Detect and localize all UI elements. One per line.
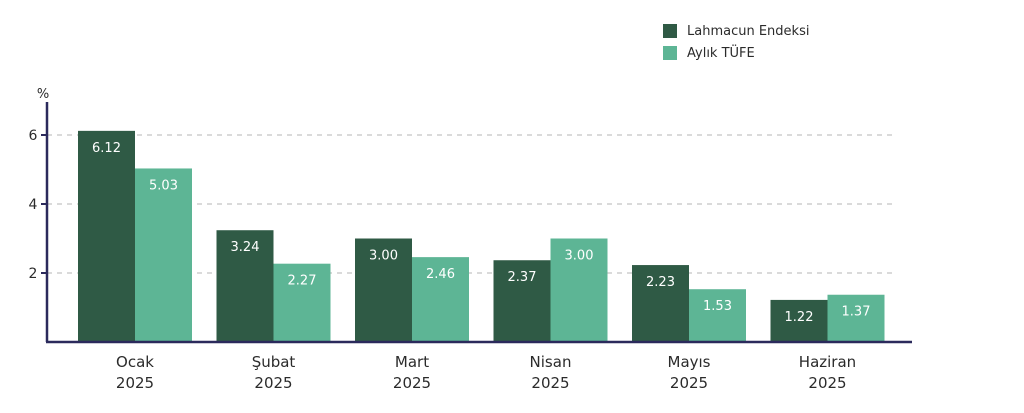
data-label: 2.27 [288,274,317,289]
bar-lahmacun [78,130,135,342]
x-tick-label: Şubat [252,353,296,371]
x-tick-label: Mayıs [668,353,711,371]
bar-tufe [827,294,885,342]
bar-lahmacun [493,260,551,342]
legend: Lahmacun Endeksi Aylık TÜFE [663,20,809,64]
x-tick-label: 2025 [393,374,431,392]
legend-swatch-lahmacun [663,24,677,38]
x-tick-label: 2025 [808,374,846,392]
bar-tufe [689,289,746,342]
data-label: 3.00 [565,249,594,264]
legend-item-tufe: Aylık TÜFE [663,42,809,64]
y-tick-label: 2 [29,266,38,282]
legend-label-lahmacun: Lahmacun Endeksi [687,23,810,39]
data-label: 3.24 [231,240,260,255]
data-label: 2.46 [426,267,455,282]
x-tick-label: Ocak [116,353,154,371]
data-label: 2.23 [646,275,675,290]
y-tick-label: 6 [29,128,38,144]
bar-lahmacun [216,230,274,342]
bar-tufe [550,238,608,342]
bar-lahmacun [632,265,689,342]
x-tick-label: 2025 [254,374,292,392]
data-label: 1.37 [842,305,871,320]
legend-item-lahmacun: Lahmacun Endeksi [663,20,809,42]
x-tick-label: 2025 [531,374,569,392]
legend-label-tufe: Aylık TÜFE [687,45,755,61]
x-tick-label: 2025 [116,374,154,392]
bar-tufe [412,257,469,342]
x-tick-label: Nisan [530,353,572,371]
y-tick-label: 4 [29,197,38,213]
data-label: 1.53 [703,299,732,314]
data-label: 6.12 [92,141,121,156]
y-axis-label: % [37,87,49,102]
x-tick-label: Haziran [799,353,856,371]
bar-tufe [273,263,331,342]
data-label: 5.03 [149,178,178,193]
data-label: 1.22 [785,310,814,325]
bar-tufe [135,168,192,342]
bar-lahmacun [355,238,412,342]
data-label: 2.37 [508,270,537,285]
x-tick-label: 2025 [670,374,708,392]
x-tick-label: Mart [395,353,429,371]
data-label: 3.00 [369,249,398,264]
bar-lahmacun [770,299,828,342]
legend-swatch-tufe [663,46,677,60]
